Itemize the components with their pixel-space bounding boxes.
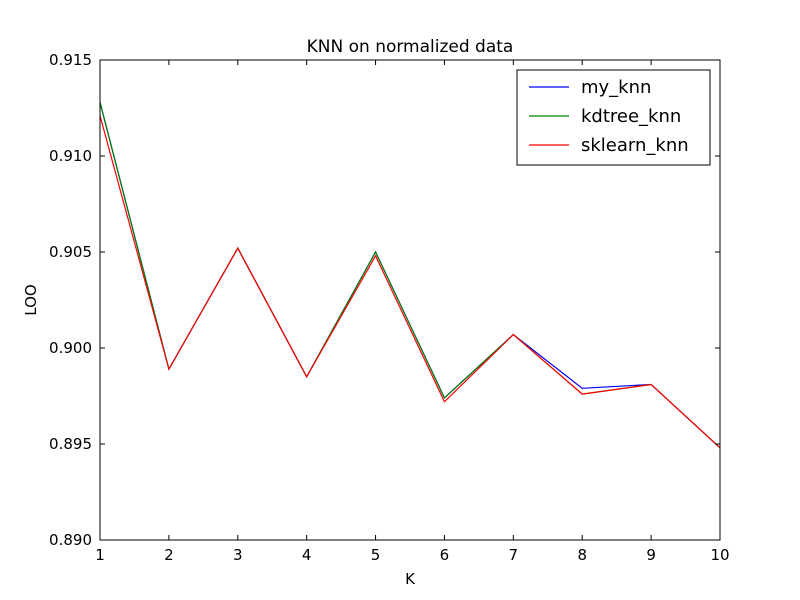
x-tick-label: 10 [710, 546, 729, 564]
y-tick-label: 0.900 [49, 339, 92, 357]
series-line-sklearn-knn [99, 115, 721, 449]
y-axis-label: LOO [22, 284, 40, 315]
y-tick-label: 0.905 [49, 243, 92, 261]
plot-lines [99, 102, 721, 449]
legend-box [516, 69, 711, 166]
chart-title: KNN on normalized data [307, 37, 514, 57]
x-tick-label: 2 [164, 546, 174, 564]
x-tick-label: 3 [233, 546, 243, 564]
axis-ticks: 1 2 3 4 5 6 7 8 9 10 0.890 0.895 0.900 0.905 0.910 0.91… [49, 51, 730, 564]
x-tick-label: 1 [95, 546, 105, 564]
plot-frame [99, 59, 721, 541]
x-tick-label: 8 [577, 546, 587, 564]
legend-label: kdtree_knn [581, 106, 681, 127]
y-tick-label: 0.915 [49, 51, 92, 69]
y-tick-label: 0.910 [49, 147, 92, 165]
x-axis-label: K [405, 570, 416, 588]
x-tick-label: 9 [646, 546, 656, 564]
x-tick-label: 5 [371, 546, 381, 564]
legend-label: my_knn [581, 77, 651, 98]
legend: my_knn kdtree_knn sklearn_knn [516, 69, 711, 166]
legend-label: sklearn_knn [581, 135, 689, 156]
y-tick-label: 0.890 [49, 531, 92, 549]
x-tick-label: 4 [302, 546, 312, 564]
y-tick-label: 0.895 [49, 435, 92, 453]
x-tick-label: 6 [440, 546, 450, 564]
x-tick-label: 7 [509, 546, 519, 564]
